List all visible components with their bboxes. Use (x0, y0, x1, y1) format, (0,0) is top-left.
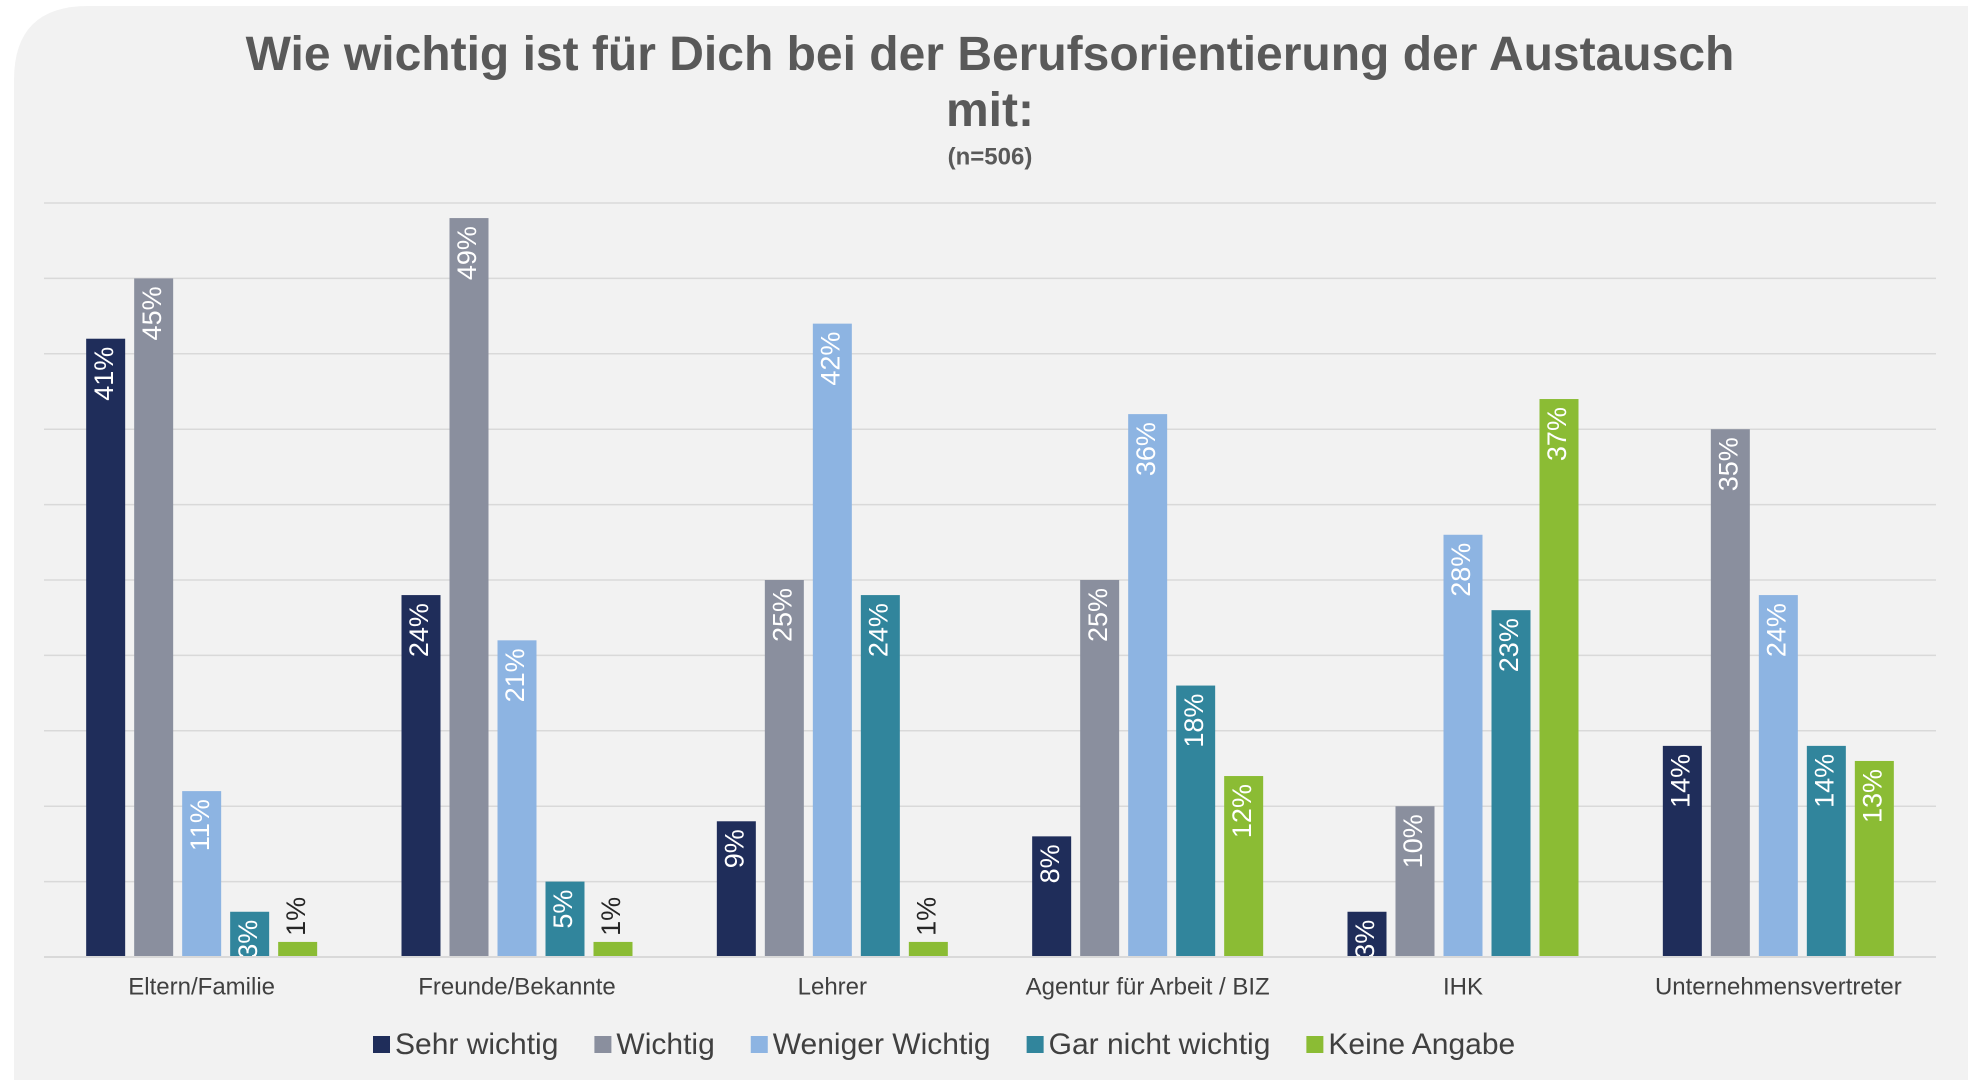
data-label: 21% (500, 648, 530, 702)
data-label: 14% (1809, 754, 1839, 808)
bar (812, 323, 852, 957)
bar (86, 338, 126, 958)
legend-label: Keine Angabe (1328, 1028, 1515, 1061)
data-label: 5% (548, 890, 578, 929)
legend-swatch (373, 1036, 390, 1053)
data-label: 42% (815, 332, 845, 386)
bar (1539, 399, 1579, 957)
legend-swatch (1026, 1036, 1044, 1053)
data-label: 10% (1398, 814, 1428, 868)
legend-label: Sehr wichtig (395, 1028, 558, 1061)
legend-swatch (750, 1036, 768, 1053)
bar (1854, 760, 1894, 957)
data-label: 1% (596, 897, 626, 936)
data-label: 35% (1713, 437, 1743, 491)
data-label: 24% (1761, 603, 1791, 657)
bar (716, 821, 756, 957)
legend-label: Wichtig (616, 1028, 714, 1061)
data-label: 23% (1494, 618, 1524, 672)
data-label: 14% (1665, 754, 1695, 808)
bar (764, 580, 804, 957)
data-label: 18% (1179, 694, 1209, 748)
bar (278, 941, 318, 957)
bar (1347, 911, 1387, 957)
data-label: 11% (185, 799, 215, 851)
bar (1395, 806, 1435, 957)
x-tick-label: Lehrer (798, 973, 867, 1000)
bar (497, 640, 537, 957)
chart-subtitle: (n=506) (948, 143, 1033, 170)
bar (449, 218, 489, 957)
legend-swatch (1306, 1036, 1324, 1053)
bar (230, 911, 270, 957)
bar (134, 278, 174, 957)
bar (1662, 745, 1702, 957)
bar (908, 941, 948, 957)
bar (1491, 610, 1531, 957)
data-label: 37% (1542, 407, 1572, 461)
data-label: 41% (89, 347, 119, 401)
data-label: 28% (1446, 543, 1476, 597)
x-tick-label: Eltern/Familie (128, 973, 275, 1000)
data-label: 49% (452, 226, 482, 280)
legend-label: Gar nicht wichtig (1049, 1028, 1271, 1061)
bar (1758, 595, 1798, 957)
bar (182, 791, 222, 957)
bar (1032, 836, 1072, 957)
data-label: 12% (1227, 784, 1257, 838)
data-label: 24% (404, 603, 434, 657)
data-label: 9% (719, 829, 749, 868)
bar (1128, 414, 1168, 957)
data-label: 24% (863, 603, 893, 657)
bar (1710, 429, 1750, 957)
x-tick-label: IHK (1443, 973, 1483, 1000)
data-label: 45% (137, 286, 167, 340)
data-label: 8% (1035, 844, 1065, 883)
bar (401, 595, 441, 957)
bar (545, 881, 585, 957)
data-label: 3% (1350, 920, 1380, 959)
bar (860, 595, 900, 957)
x-tick-label: Unternehmensvertreter (1655, 973, 1902, 1000)
data-label: 13% (1857, 769, 1887, 823)
bar (593, 941, 633, 957)
data-label: 3% (233, 920, 263, 959)
data-label: 1% (281, 897, 311, 936)
bar (1443, 534, 1483, 957)
bar (1224, 776, 1264, 957)
data-label: 1% (911, 897, 941, 936)
legend-label: Weniger Wichtig (773, 1028, 991, 1061)
legend-swatch (594, 1036, 612, 1053)
bar (1806, 745, 1846, 957)
data-label: 25% (767, 588, 797, 642)
chart-title: Wie wichtig ist für Dich bei der Berufso… (246, 28, 1735, 137)
bar (1080, 580, 1120, 957)
x-tick-label: Agentur für Arbeit / BIZ (1026, 973, 1270, 1000)
data-label: 25% (1083, 588, 1113, 642)
bar (1176, 685, 1216, 957)
x-tick-label: Freunde/Bekannte (418, 973, 615, 1000)
data-label: 36% (1131, 422, 1161, 476)
